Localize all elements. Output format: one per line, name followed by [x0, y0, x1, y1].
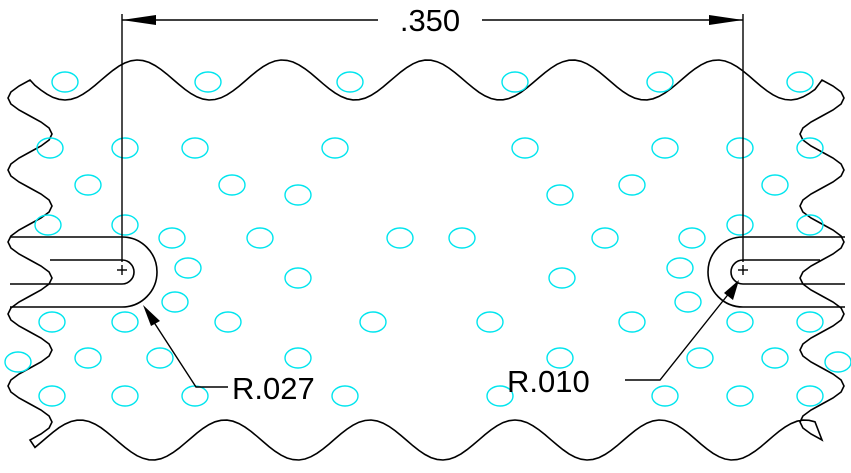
hole	[359, 311, 387, 333]
hole	[284, 184, 312, 206]
hole	[74, 347, 102, 369]
right-slot-inner-arc	[730, 259, 744, 285]
hole	[38, 385, 66, 407]
hole	[246, 227, 274, 249]
left-radius-label: R.027	[232, 371, 315, 406]
dimension-arrow-left	[122, 15, 156, 25]
hole	[796, 311, 824, 333]
hole	[666, 257, 694, 279]
hole	[546, 184, 574, 206]
hole	[786, 71, 814, 93]
hole	[761, 174, 789, 196]
hole	[651, 385, 679, 407]
hole	[34, 214, 62, 236]
hole	[486, 385, 514, 407]
hole	[161, 291, 189, 313]
hole	[546, 347, 574, 369]
hole	[51, 71, 79, 93]
hole	[181, 385, 209, 407]
hole	[284, 267, 312, 289]
hole	[146, 347, 174, 369]
hole	[181, 137, 209, 159]
left-radius-arrow	[143, 305, 160, 326]
hole	[476, 311, 504, 333]
right-radius-arrow	[724, 280, 739, 300]
hole	[646, 71, 674, 93]
left-slot-inner-arc	[121, 259, 135, 285]
hole	[726, 311, 754, 333]
hole	[158, 227, 186, 249]
hole	[284, 347, 312, 369]
hole	[548, 267, 576, 289]
hole	[74, 174, 102, 196]
hole	[386, 227, 414, 249]
hole	[796, 137, 824, 159]
hole	[321, 137, 349, 159]
right-radius-label: R.010	[507, 364, 590, 399]
hole	[726, 385, 754, 407]
left-radius-leader	[145, 309, 228, 388]
overall-width-label: .350	[400, 3, 460, 38]
hole	[214, 311, 242, 333]
hole	[591, 227, 619, 249]
hole	[796, 214, 824, 236]
hole	[194, 71, 222, 93]
hole	[726, 214, 754, 236]
left-slot	[10, 236, 158, 308]
right-center-mark	[738, 265, 748, 275]
right-slot	[707, 236, 845, 308]
hole	[218, 174, 246, 196]
hole	[448, 227, 476, 249]
part-outline	[7, 59, 845, 461]
hole	[174, 257, 202, 279]
hole	[618, 311, 646, 333]
hole	[111, 311, 139, 333]
hole	[674, 291, 702, 313]
hole	[796, 385, 824, 407]
dimension-arrow-right	[709, 15, 743, 25]
hole	[761, 347, 789, 369]
hole	[726, 137, 754, 159]
hole	[331, 385, 359, 407]
hole	[111, 385, 139, 407]
left-center-mark	[117, 265, 127, 275]
hole	[111, 137, 139, 159]
hole-pattern	[4, 71, 851, 407]
hole	[511, 137, 539, 159]
hole	[678, 227, 706, 249]
right-radius-leader	[625, 281, 739, 381]
hole	[111, 214, 139, 236]
hole	[336, 71, 364, 93]
hole	[686, 347, 714, 369]
hole	[38, 311, 66, 333]
hole	[618, 174, 646, 196]
hole	[36, 137, 64, 159]
hole	[501, 71, 529, 93]
hole	[4, 351, 32, 373]
hole	[824, 351, 851, 373]
hole	[651, 137, 679, 159]
